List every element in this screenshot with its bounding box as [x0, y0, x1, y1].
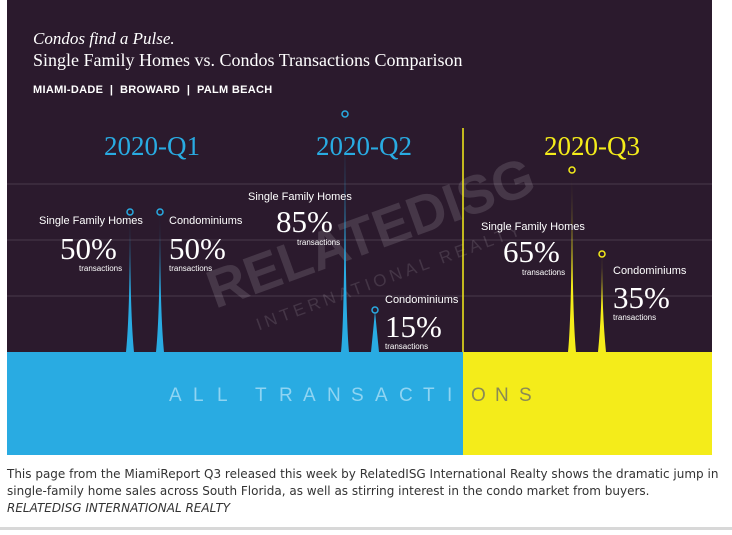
band-label-letter: C — [399, 385, 413, 406]
spike-marker — [341, 110, 349, 118]
quarter-label: 2020-Q1 — [104, 131, 200, 161]
spike-bar — [568, 170, 576, 352]
transactions-label: transactions — [297, 238, 340, 247]
band-label-letter: T — [423, 385, 435, 406]
value-label: 50% — [169, 231, 226, 266]
band-label-letter: A — [375, 385, 388, 406]
band-label-letter: L — [193, 385, 204, 406]
quarter-label: 2020-Q2 — [316, 131, 412, 161]
series-label: Single Family Homes — [39, 215, 143, 227]
band-label-letter: N — [495, 385, 509, 406]
chart-title: Condos find a Pulse. — [33, 29, 175, 48]
series-label: Single Family Homes — [481, 221, 585, 233]
band-label-letter: N — [327, 385, 341, 406]
band-blue — [7, 352, 463, 455]
value-label: 15% — [385, 309, 442, 344]
series-label: Single Family Homes — [248, 191, 352, 203]
transactions-label: transactions — [385, 342, 428, 351]
band-label-letter: S — [351, 385, 364, 406]
spike-bar — [156, 212, 164, 352]
caption-credit: RELATEDISG INTERNATIONAL REALTY — [7, 501, 231, 515]
caption-text: This page from the MiamiReport Q3 releas… — [7, 467, 719, 498]
series-label: Condominiums — [169, 215, 243, 227]
region-list: MIAMI-DADE | BROWARD | PALM BEACH — [33, 84, 273, 96]
value-label: 85% — [276, 204, 333, 239]
spike-marker — [156, 208, 164, 216]
chart-subtitle: Single Family Homes vs. Condos Transacti… — [33, 50, 463, 70]
band-label-letter: R — [279, 385, 293, 406]
infographic: RELATEDISG INTERNATIONAL REALTY A L L T R A N S A C… — [7, 0, 712, 455]
band-label-letter: S — [519, 385, 532, 406]
spike-bar — [371, 310, 379, 352]
transactions-label: transactions — [522, 268, 565, 277]
series-label: Condominiums — [613, 265, 687, 277]
band-label-letter: O — [471, 385, 486, 406]
transactions-label: transactions — [79, 264, 122, 273]
series-label: Condominiums — [385, 294, 459, 306]
divider — [0, 527, 732, 530]
transactions-label: transactions — [613, 313, 656, 322]
spike-bar — [598, 254, 606, 352]
spike-marker — [126, 208, 134, 216]
spike-marker — [371, 306, 379, 314]
band-label-letter: I — [447, 385, 452, 406]
spike-marker — [568, 166, 576, 174]
spike-bar — [126, 212, 134, 352]
quarter-label: 2020-Q3 — [544, 131, 640, 161]
value-label: 50% — [60, 231, 117, 266]
band-label-letter: T — [255, 385, 267, 406]
band-label-letter: L — [217, 385, 228, 406]
transactions-label: transactions — [169, 264, 212, 273]
spike-marker — [598, 250, 606, 258]
image-caption: This page from the MiamiReport Q3 releas… — [7, 466, 719, 517]
band-label-letter: A — [169, 385, 182, 406]
spike-bar — [341, 114, 349, 352]
value-label: 35% — [613, 280, 670, 315]
band-yellow — [463, 352, 712, 455]
value-label: 65% — [503, 234, 560, 269]
band-label-letter: A — [303, 385, 316, 406]
